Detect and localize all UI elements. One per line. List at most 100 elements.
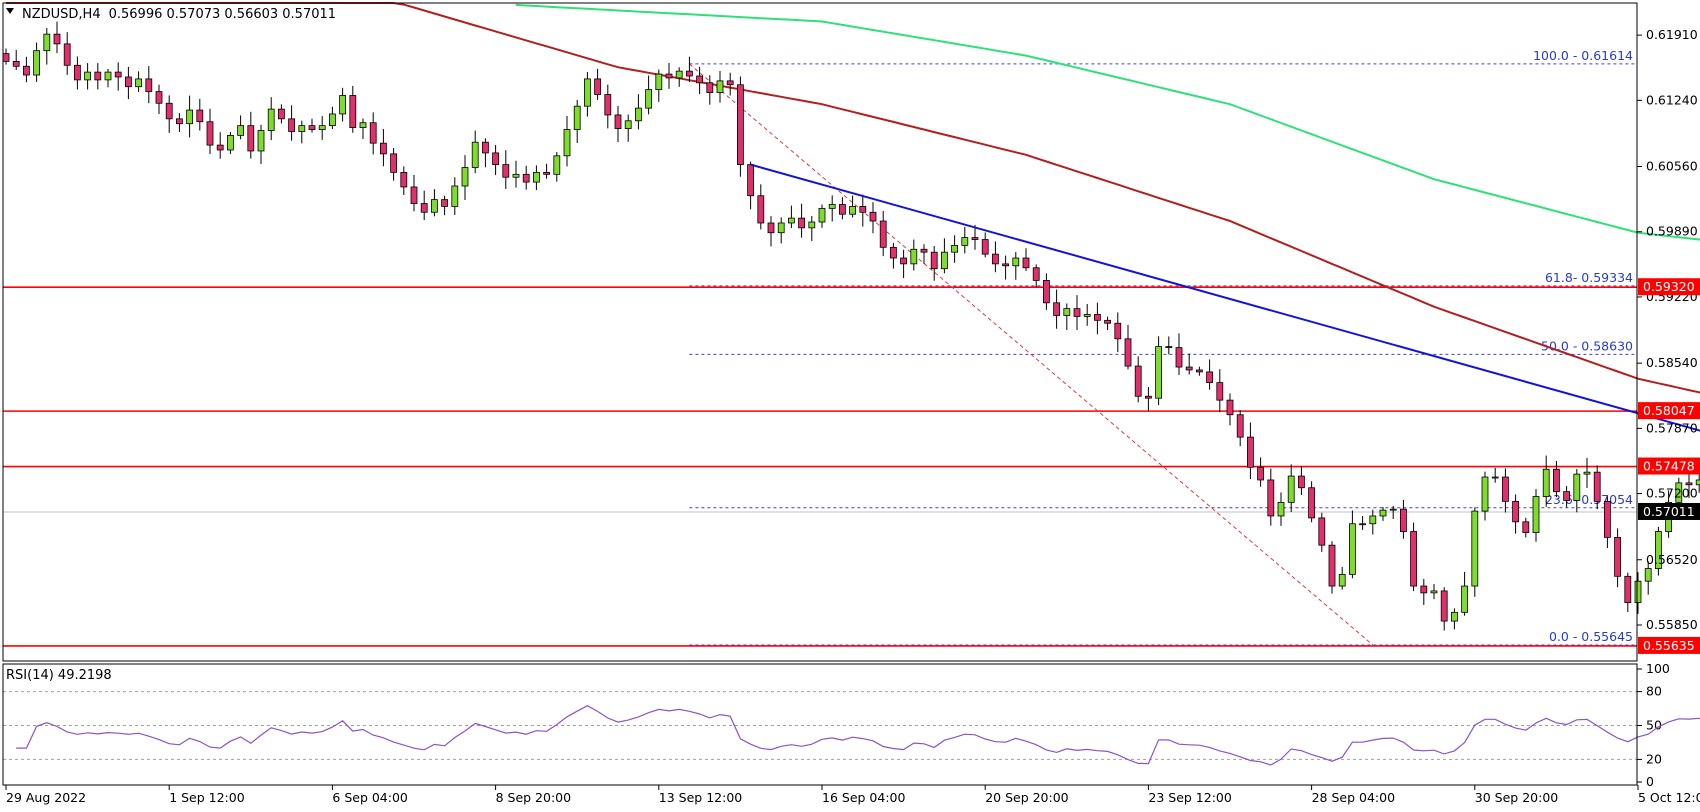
- level-price-label: 0.55635: [1643, 638, 1695, 653]
- candle-bear: [277, 108, 285, 120]
- candle-bull: [951, 244, 958, 253]
- candle-bull: [267, 108, 275, 131]
- candle-bear: [1134, 365, 1142, 397]
- candle-bear: [604, 94, 612, 116]
- candle-bear: [971, 237, 979, 240]
- collapse-triangle-icon[interactable]: [6, 8, 14, 14]
- candle-bull: [584, 78, 591, 107]
- candle-bear: [1216, 382, 1224, 401]
- candle-bull: [1481, 476, 1489, 512]
- rsi-line: [16, 705, 1700, 766]
- time-tick-label: 5 Oct 12:00: [1638, 790, 1700, 805]
- candle-bull: [645, 89, 652, 109]
- candle-bull: [339, 95, 347, 115]
- candle-bear: [22, 65, 30, 76]
- candle-bear: [1247, 436, 1254, 468]
- rsi-label: RSI(14) 49.2198: [6, 668, 112, 683]
- level-price-label: 0.58047: [1643, 403, 1695, 418]
- candle-bear: [1124, 338, 1132, 367]
- candle-bull: [553, 155, 561, 175]
- descending-trendline[interactable]: [750, 163, 1700, 479]
- candle-bear: [369, 122, 377, 144]
- candle-bear: [1175, 347, 1183, 368]
- price-tick-label: 0.61910: [1646, 27, 1698, 42]
- time-tick-label: 8 Sep 20:00: [496, 790, 572, 805]
- candle-bear: [737, 84, 744, 165]
- candle-bull: [43, 33, 51, 52]
- price-tick-label: 0.60560: [1646, 159, 1698, 174]
- level-price-tag: [1638, 402, 1700, 420]
- candle-bear: [1022, 257, 1030, 269]
- candle-bear: [1410, 531, 1417, 587]
- candle-bull: [430, 199, 438, 213]
- candle-bear: [594, 78, 601, 95]
- candle-bull: [1655, 531, 1662, 569]
- candle-bull: [237, 125, 245, 136]
- candle-bull: [1389, 508, 1397, 511]
- candle-bear: [288, 118, 296, 132]
- candle-bear: [379, 142, 387, 155]
- price-tick-label: 0.56520: [1646, 552, 1698, 567]
- candle-bull: [1430, 590, 1438, 594]
- candle-bull: [1083, 314, 1091, 317]
- candle-bear: [349, 95, 357, 128]
- candle-bull: [1063, 308, 1071, 316]
- time-tick-label: 29 Aug 2022: [6, 790, 86, 805]
- candle-bear: [1502, 476, 1509, 502]
- candle-bull: [961, 237, 969, 246]
- candle-bull: [910, 248, 918, 265]
- candle-bear: [522, 173, 530, 183]
- candle-bull: [512, 173, 520, 178]
- candle-bull: [1012, 257, 1020, 267]
- price-tick-label: 0.61240: [1646, 92, 1698, 107]
- candle-bear: [175, 118, 183, 125]
- level-price-tag: [1638, 278, 1700, 296]
- candle-bear: [1308, 487, 1315, 519]
- candle-bear: [441, 199, 449, 207]
- candle-bull: [1532, 496, 1540, 533]
- candle-bull: [1644, 568, 1652, 582]
- candle-bear: [767, 222, 775, 234]
- candle-bull: [1155, 346, 1162, 399]
- candle-bear: [196, 109, 204, 123]
- candle-bear: [1165, 346, 1173, 349]
- candle-bull: [1359, 523, 1366, 526]
- candle-bear: [1522, 521, 1530, 533]
- candle-bull: [1542, 468, 1550, 497]
- time-tick-label: 16 Sep 04:00: [822, 790, 905, 805]
- candle-bear: [706, 82, 714, 93]
- candle-bear: [1032, 267, 1040, 281]
- time-tick-label: 28 Sep 04:00: [1312, 790, 1395, 805]
- rsi-panel-frame: [2, 663, 1638, 786]
- candle-bear: [1206, 371, 1213, 384]
- candle-bear: [492, 152, 500, 165]
- fib-level-label: 50.0 - 0.58630: [1541, 338, 1633, 353]
- candle-bear: [839, 204, 846, 215]
- time-tick-label: 1 Sep 12:00: [169, 790, 245, 805]
- fib-anchor-line[interactable]: [689, 63, 1374, 646]
- candle-bull: [675, 70, 683, 79]
- candle-bull: [828, 204, 836, 209]
- fib-level-label: 0.0 - 0.55645: [1549, 629, 1633, 644]
- candle-bull: [1634, 580, 1642, 603]
- rsi-tick-label: 0: [1646, 774, 1654, 789]
- candle-bear: [1553, 468, 1560, 493]
- candle-bear: [155, 91, 163, 104]
- candle-bull: [359, 122, 367, 128]
- candle-bear: [94, 71, 102, 81]
- level-price-label: 0.59320: [1643, 279, 1695, 294]
- candle-bear: [145, 78, 153, 92]
- price-tick-label: 0.58540: [1646, 355, 1698, 370]
- candle-bear: [614, 114, 622, 129]
- candle-bear: [74, 64, 81, 81]
- candle-bear: [206, 121, 214, 146]
- candle-bear: [410, 186, 418, 204]
- candle-bear: [1185, 366, 1193, 371]
- candle-bear: [481, 141, 489, 154]
- candle-bear: [1318, 517, 1326, 546]
- candle-bear: [420, 203, 428, 213]
- candle-bull: [33, 50, 40, 76]
